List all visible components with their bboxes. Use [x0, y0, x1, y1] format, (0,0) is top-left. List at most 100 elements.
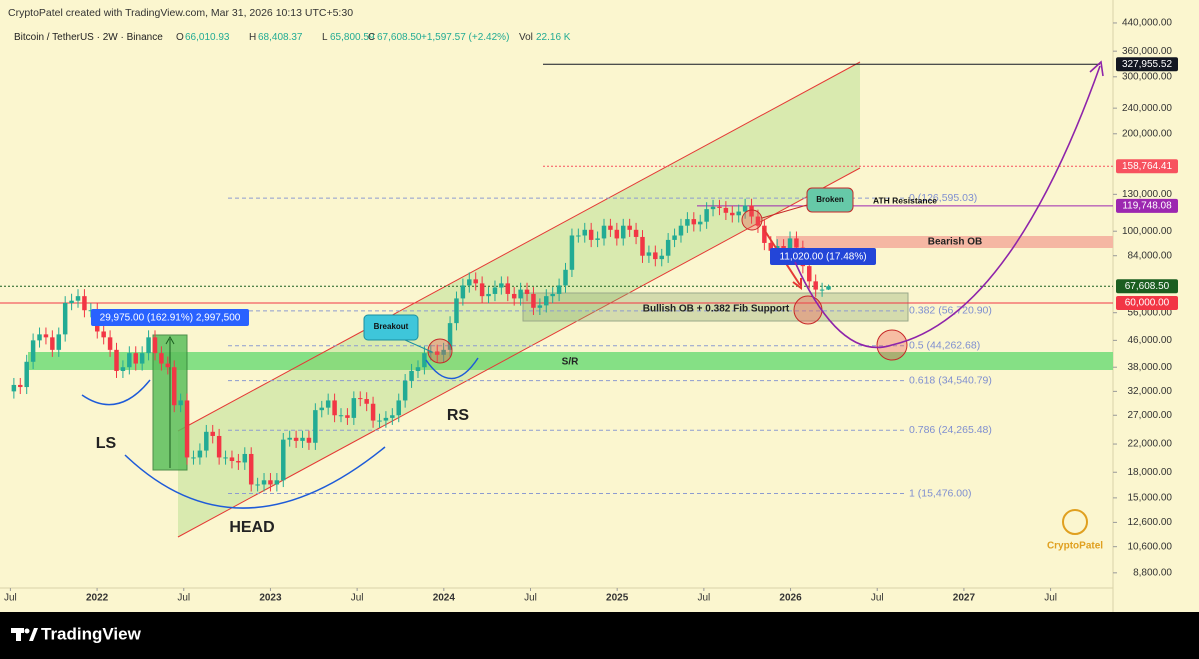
candle-body	[11, 384, 17, 392]
candle-body	[563, 269, 568, 286]
y-tick-label: 46,000.00	[1128, 335, 1173, 346]
ohlc-key: O	[176, 32, 184, 43]
broken-box	[806, 187, 854, 213]
candle-body	[178, 400, 183, 406]
channel-fill	[178, 62, 860, 537]
fib-label: 0.786 (24,265.48)	[909, 424, 992, 436]
candle-body	[595, 238, 600, 240]
candle-body	[268, 480, 273, 485]
candle-body	[396, 400, 401, 416]
candle-body	[730, 212, 735, 216]
y-tick-label: 84,000.00	[1128, 250, 1173, 261]
x-tick-label: 2024	[433, 593, 456, 604]
x-tick-label: Jul	[4, 593, 17, 604]
candle-body	[614, 229, 620, 239]
candle-body	[402, 380, 408, 401]
broken-circle	[741, 209, 763, 231]
candle-body	[781, 246, 786, 250]
sr-label: S/R	[562, 357, 579, 368]
price-label: 60,000.00	[1125, 298, 1170, 309]
candle-body	[473, 279, 478, 284]
candle-body	[171, 367, 177, 406]
rs-arc	[425, 357, 479, 380]
candle-body	[556, 285, 562, 294]
logo-part	[24, 628, 30, 634]
candle-body	[364, 399, 369, 404]
ohlc-key: H	[249, 32, 256, 43]
drawings-under	[0, 61, 1113, 538]
candle-body	[383, 417, 389, 421]
volume: 22.16 K	[536, 32, 571, 43]
candle-body	[30, 340, 36, 362]
candle-body	[685, 219, 690, 226]
measure-label: 29,975.00 (162.91%) 2,997,500	[100, 313, 241, 324]
head-arc	[124, 446, 386, 509]
candle-body	[313, 410, 318, 443]
x-tick-label: 2025	[606, 593, 629, 604]
x-tick-label: Jul	[871, 593, 884, 604]
candle-body	[460, 285, 466, 299]
candle-body	[749, 205, 754, 217]
candle-body	[210, 431, 215, 436]
broken-label: Broken	[816, 195, 844, 204]
candle-body	[56, 334, 62, 350]
candle-body	[813, 281, 818, 290]
y-tick-label: 38,000.00	[1128, 362, 1173, 373]
price-label: 158,764.41	[1122, 161, 1172, 172]
candle-body	[223, 457, 228, 459]
candle-body	[678, 225, 684, 236]
symbol: Bitcoin / TetherUS · 2W · Binance	[14, 32, 163, 43]
candle-body	[261, 480, 267, 485]
candle-body	[441, 349, 446, 355]
candle-body	[351, 398, 357, 418]
price-label-box	[1116, 198, 1178, 213]
candle-body	[120, 367, 126, 371]
candle-body	[511, 293, 517, 299]
candle-body	[82, 296, 87, 311]
candle-body	[146, 337, 151, 354]
candle-body	[582, 229, 588, 236]
ohlc-value: 67,608.50	[377, 32, 422, 43]
candle-body	[768, 242, 774, 251]
candle-body	[454, 298, 459, 324]
candle-body	[184, 400, 190, 458]
candle-body	[204, 431, 209, 451]
candle-body	[627, 225, 632, 230]
candle-body	[505, 283, 511, 294]
channel-lower	[177, 167, 861, 538]
candle-body	[787, 238, 793, 250]
ohlc-value: 68,408.37	[258, 32, 303, 43]
x-tick-label: Jul	[351, 593, 364, 604]
y-tick-label: 56,000.00	[1128, 307, 1173, 318]
candle-body	[742, 205, 748, 212]
candle-body	[653, 252, 658, 260]
measure-label-box	[91, 309, 249, 326]
logo-part	[29, 628, 38, 641]
candle-body	[588, 229, 594, 240]
y-tick-label: 300,000.00	[1122, 71, 1172, 82]
candle-body	[409, 370, 414, 381]
bullish-ob-label: Bullish OB + 0.382 Fib Support	[643, 304, 790, 315]
candle-body	[377, 420, 382, 422]
support-circle	[793, 295, 823, 325]
candle-body	[255, 484, 260, 486]
candle-body	[75, 296, 81, 301]
candle-body	[370, 403, 376, 421]
candle-body	[242, 453, 248, 463]
candle-body	[37, 334, 42, 341]
candle-body	[139, 353, 145, 364]
attribution: CryptoPatel created with TradingView.com…	[8, 7, 353, 19]
projection-path	[794, 65, 1101, 349]
ohlc-key: L	[322, 32, 328, 43]
footer	[0, 612, 1199, 659]
candle-body	[710, 206, 716, 210]
candle-body	[306, 437, 312, 443]
candle-body	[248, 453, 254, 485]
candle-body	[576, 235, 581, 237]
candle-body	[229, 457, 235, 461]
candle-body	[518, 289, 523, 299]
y-tick-label: 8,800.00	[1133, 567, 1172, 578]
candle-body	[486, 293, 491, 297]
candle-body	[319, 407, 325, 411]
